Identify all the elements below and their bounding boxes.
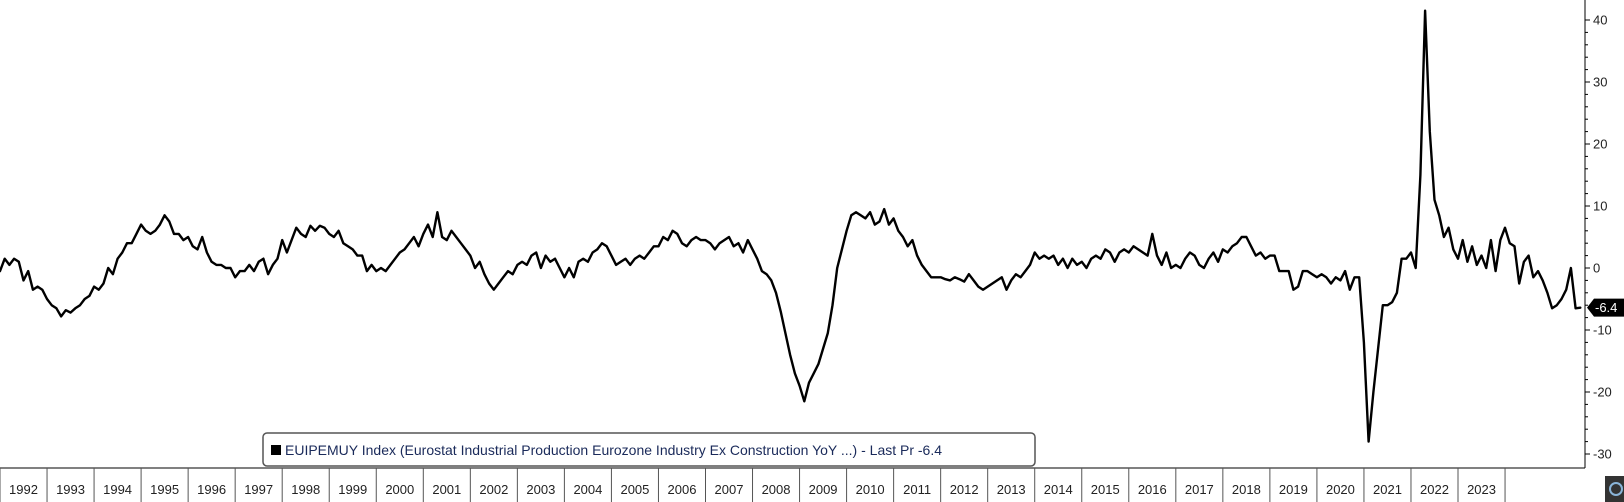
x-tick-label: 2009 [809,482,838,497]
x-tick-label: 2005 [620,482,649,497]
last-value-box [1587,298,1624,317]
x-tick-label: 2003 [526,482,555,497]
series-line [0,9,1582,443]
settings-icon[interactable] [1605,476,1624,502]
x-tick-label: 2020 [1326,482,1355,497]
y-tick-label: -20 [1593,385,1612,400]
y-tick-label: 0 [1593,261,1600,276]
x-tick-label: 2018 [1232,482,1261,497]
x-axis-ticks: 1992 1993 1994 1995 1996 1997 1998 1999 2000 2001… [0,468,1506,502]
y-tick-label: -30 [1593,447,1612,462]
x-tick-label: 2002 [479,482,508,497]
y-axis-ticks: 40 30 20 10 0 -10 -20 -30 [1585,13,1612,462]
x-tick-label: 2004 [573,482,602,497]
last-value-label: -6.4 [1595,300,1617,315]
x-tick-label: 1995 [150,482,179,497]
x-tick-label: 1997 [244,482,273,497]
x-tick-label: 1999 [338,482,367,497]
y-tick-label: 30 [1593,75,1607,90]
x-tick-label: 2007 [715,482,744,497]
y-tick-label: -10 [1593,323,1612,338]
x-tick-label: 1998 [291,482,320,497]
x-tick-label: 1994 [103,482,132,497]
legend-box [262,432,1036,467]
x-tick-label: 2017 [1185,482,1214,497]
x-tick-label: 2001 [432,482,461,497]
x-tick-label: 2014 [1044,482,1073,497]
x-tick-label: 2013 [997,482,1026,497]
last-value-marker: -6.4 [1587,298,1624,317]
x-tick-label: 2010 [856,482,885,497]
x-tick-label: 2021 [1373,482,1402,497]
x-tick-label: 2012 [950,482,979,497]
y-tick-label: 10 [1593,199,1607,214]
y-tick-label: 40 [1593,13,1607,28]
x-tick-label: 2016 [1138,482,1167,497]
x-tick-label: 2019 [1279,482,1308,497]
legend: EUIPEMUY Index (Eurostat Industrial Prod… [262,432,1036,467]
legend-entry: EUIPEMUY Index (Eurostat Industrial Prod… [285,442,942,458]
x-tick-label: 1992 [9,482,38,497]
x-tick-label: 2023 [1467,482,1496,497]
y-tick-label: 20 [1593,137,1607,152]
x-tick-label: 2011 [903,482,931,497]
x-tick-label: 2008 [762,482,791,497]
x-tick-label: 1993 [56,482,85,497]
x-tick-label: 2015 [1091,482,1120,497]
legend-swatch [271,445,281,455]
x-tick-label: 2000 [385,482,414,497]
x-tick-label: 1996 [197,482,226,497]
x-tick-label: 2006 [668,482,697,497]
x-tick-label: 2022 [1420,482,1449,497]
